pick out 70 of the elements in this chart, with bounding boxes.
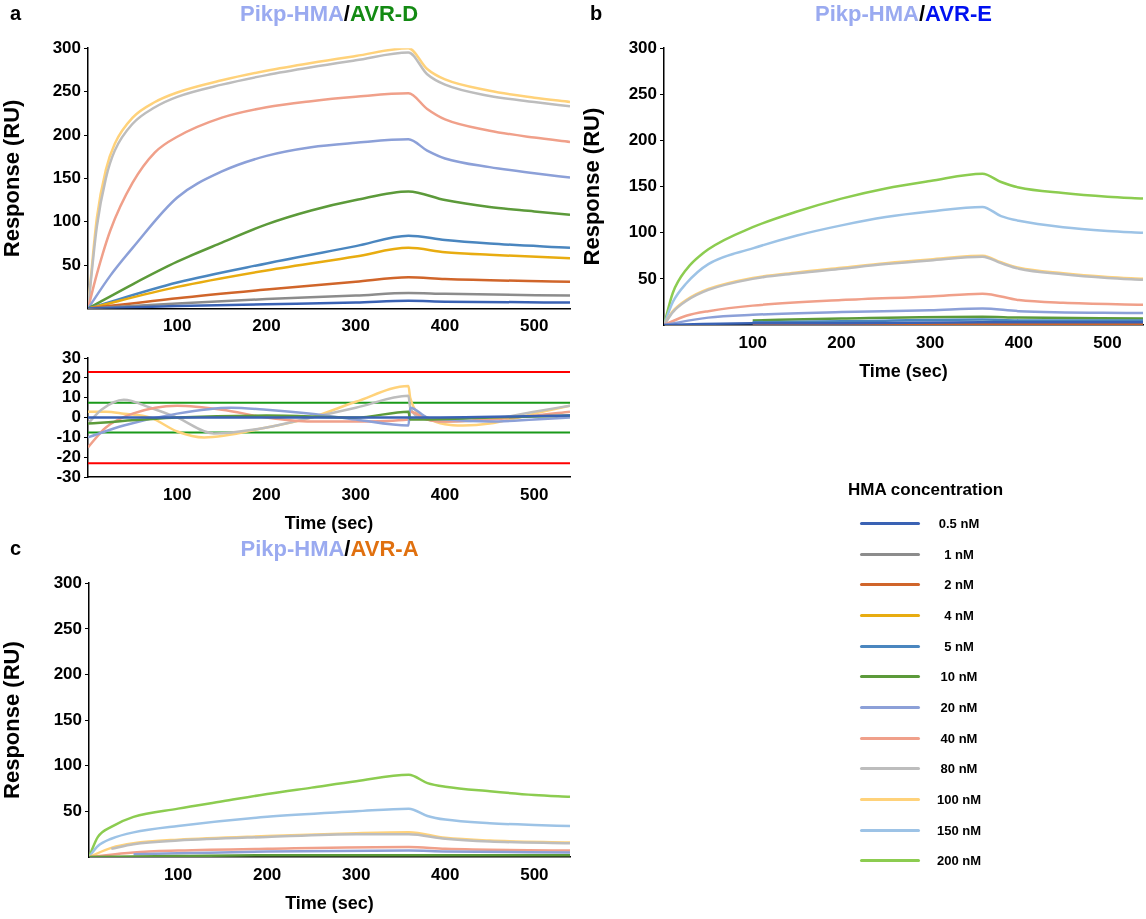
legend-label: 0.5 nM <box>937 515 981 531</box>
y-tick-label: 150 <box>52 168 81 188</box>
y-tick-label: 250 <box>53 618 82 638</box>
y-axis-title: Response (RU) <box>579 107 605 266</box>
y-tick-label: 10 <box>62 387 81 407</box>
x-tick-label: 300 <box>342 864 371 884</box>
legend-label: 150 nM <box>935 822 983 838</box>
y-tick-label: 50 <box>62 254 81 274</box>
y-tick-label: 200 <box>628 130 657 150</box>
x-tick-label: 500 <box>520 484 549 504</box>
legend-label: 1 nM <box>943 546 975 562</box>
text: c <box>10 537 22 560</box>
y-tick-label: 100 <box>53 755 82 775</box>
y-axis-title: Response (RU) <box>0 99 25 258</box>
y-tick-label: -30 <box>56 466 81 486</box>
x-tick-label: 200 <box>252 316 281 336</box>
legend-label: 20 nM <box>939 699 979 715</box>
y-tick-label: 150 <box>628 176 657 196</box>
y-tick-label: 300 <box>628 37 657 57</box>
y-tick-label: 300 <box>53 572 82 592</box>
x-axis-title: Time (sec) <box>284 513 374 534</box>
legend-label: 4 nM <box>943 607 975 623</box>
y-axis-title: Response (RU) <box>0 641 25 799</box>
x-tick-label: 100 <box>163 864 193 884</box>
legend-title: HMA concentration <box>848 480 1004 500</box>
y-tick-label: 200 <box>52 124 81 144</box>
x-tick-label: 500 <box>520 864 549 884</box>
chart-title: Pikp-HMA/AVR-E <box>815 1 992 26</box>
x-tick-label: 300 <box>341 484 370 504</box>
x-tick-label: 400 <box>1004 332 1033 352</box>
y-tick-label: 20 <box>62 367 81 387</box>
text: b <box>590 2 603 25</box>
y-tick-label: 300 <box>52 37 81 57</box>
y-tick-label: 150 <box>53 709 82 729</box>
x-axis-title: Time (sec) <box>285 893 374 914</box>
x-axis-title: Time (sec) <box>859 361 948 382</box>
legend-label: 200 nM <box>935 853 983 869</box>
y-tick-label: 100 <box>628 222 657 242</box>
chart-title: Pikp-HMA/AVR-A <box>240 536 419 561</box>
legend-label: 40 nM <box>939 730 979 746</box>
x-tick-label: 100 <box>163 316 192 336</box>
y-tick-label: 50 <box>63 801 82 821</box>
x-tick-label: 100 <box>163 484 192 504</box>
legend-label: 10 nM <box>939 669 979 685</box>
x-tick-label: 400 <box>430 316 460 336</box>
x-tick-label: 100 <box>738 332 767 352</box>
legend-label: 5 nM <box>943 638 975 654</box>
chart-title: Pikp-HMA/AVR-D <box>239 1 419 26</box>
legend-label: 80 nM <box>939 761 979 777</box>
y-tick-label: -10 <box>56 427 81 447</box>
x-tick-label: 400 <box>430 484 460 504</box>
y-tick-label: 250 <box>52 81 81 101</box>
text: a <box>10 2 22 25</box>
legend-label: 2 nM <box>943 577 975 593</box>
y-tick-label: 100 <box>52 211 81 231</box>
x-tick-label: 300 <box>915 332 945 352</box>
legend-label: 100 nM <box>935 792 983 808</box>
y-tick-label: 0 <box>71 407 81 427</box>
y-tick-label: -20 <box>56 446 81 466</box>
y-tick-label: 250 <box>628 84 657 104</box>
x-tick-label: 400 <box>431 864 460 884</box>
x-tick-label: 500 <box>1093 332 1122 352</box>
y-tick-label: 30 <box>62 347 81 367</box>
x-tick-label: 300 <box>341 316 370 336</box>
x-tick-label: 200 <box>252 864 282 884</box>
y-tick-label: 200 <box>53 664 82 684</box>
x-tick-label: 200 <box>252 484 281 504</box>
x-tick-label: 200 <box>827 332 856 352</box>
x-tick-label: 500 <box>520 316 549 336</box>
y-tick-label: 50 <box>638 268 657 288</box>
